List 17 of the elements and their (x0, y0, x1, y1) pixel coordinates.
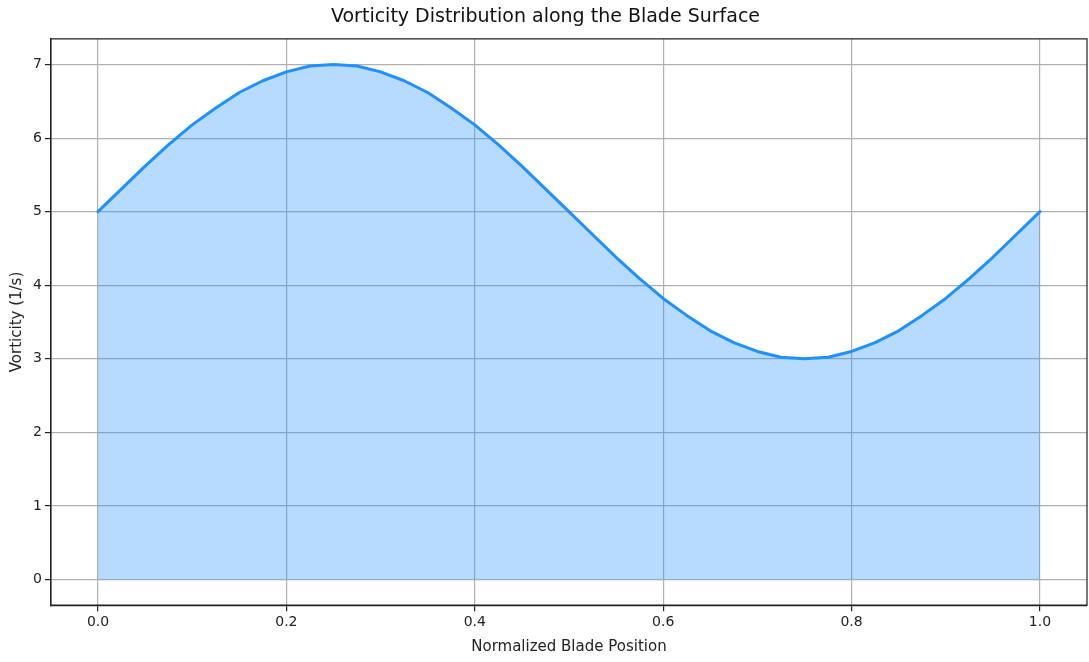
x-tick-label: 0.8 (840, 613, 863, 630)
y-tick-label: 0 (32, 570, 42, 587)
y-tick-label: 6 (32, 128, 42, 145)
y-tick-label: 2 (32, 422, 42, 439)
y-tick-label: 7 (32, 55, 42, 72)
y-tick-label: 4 (32, 275, 42, 292)
y-axis-title: Vorticity (1/s) (6, 271, 25, 373)
x-tick-label: 0.4 (463, 613, 486, 630)
x-tick-label: 0.6 (652, 613, 675, 630)
y-tick-label: 1 (32, 496, 42, 513)
x-tick-label: 0.0 (86, 613, 110, 630)
x-tick-label: 0.2 (275, 613, 298, 630)
x-tick-label: 1.0 (1028, 613, 1052, 630)
y-tick-label: 3 (32, 349, 42, 366)
x-axis-title: Normalized Blade Position (471, 636, 667, 655)
chart-title: Vorticity Distribution along the Blade Surface (330, 4, 761, 27)
y-tick-label: 5 (32, 202, 42, 219)
